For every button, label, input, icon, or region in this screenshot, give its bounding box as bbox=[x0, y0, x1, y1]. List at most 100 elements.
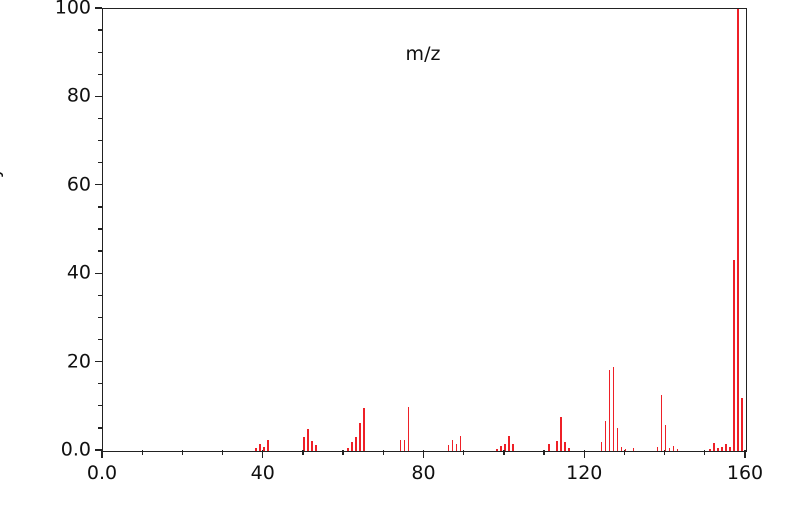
spectrum-peak bbox=[568, 447, 570, 451]
spectrum-peak bbox=[254, 448, 257, 451]
spectrum-peak bbox=[624, 448, 627, 451]
y-tick-minor bbox=[98, 51, 102, 53]
spectrum-peak bbox=[556, 440, 558, 451]
y-tick-minor bbox=[98, 294, 102, 296]
spectrum-peak bbox=[713, 442, 715, 451]
spectrum-peak bbox=[455, 444, 458, 451]
x-tick-major bbox=[744, 450, 746, 458]
y-tick-minor bbox=[98, 228, 102, 230]
y-tick-major bbox=[95, 95, 102, 98]
y-tick-minor bbox=[98, 427, 102, 429]
spectrum-peak bbox=[315, 445, 317, 451]
y-tick-minor bbox=[98, 405, 102, 407]
y-axis: 0.0 20 40 60 80 100 bbox=[0, 0, 102, 461]
y-tick-minor bbox=[98, 206, 102, 208]
y-tick-major bbox=[95, 272, 102, 274]
y-tick-label: 20 bbox=[66, 350, 91, 373]
spectrum-peak bbox=[500, 445, 502, 451]
spectrum-peak bbox=[359, 423, 361, 451]
spectrum-peak bbox=[307, 429, 309, 451]
y-axis-title: Rel. Intensity bbox=[0, 166, 4, 292]
spectrum-peak bbox=[612, 367, 615, 451]
x-tick-label: 0.0 bbox=[86, 462, 118, 484]
spectrum-peak bbox=[709, 448, 711, 451]
spectrum-peak bbox=[620, 446, 623, 451]
y-tick-major bbox=[95, 184, 102, 186]
x-tick-major bbox=[101, 450, 103, 458]
x-tick-label: 120 bbox=[566, 462, 603, 484]
spectrum-peak bbox=[560, 416, 562, 451]
spectrum-peaks bbox=[103, 9, 746, 451]
x-tick-minor bbox=[623, 450, 626, 455]
spectrum-peak bbox=[729, 446, 731, 451]
x-tick-major bbox=[422, 450, 425, 458]
spectrum-peak bbox=[548, 443, 550, 451]
y-tick-minor bbox=[98, 162, 102, 164]
spectrum-peak bbox=[258, 444, 261, 451]
x-tick-label: 80 bbox=[411, 462, 436, 484]
spectrum-peak bbox=[447, 445, 450, 451]
x-tick-minor bbox=[342, 450, 344, 455]
spectrum-peak bbox=[504, 444, 506, 451]
spectrum-peak bbox=[351, 442, 353, 451]
spectrum-peak bbox=[564, 442, 566, 451]
y-tick-major bbox=[95, 7, 102, 9]
x-axis: 0.0 40 80 120 160 bbox=[0, 450, 799, 516]
y-tick-label: 40 bbox=[66, 261, 91, 284]
spectrum-peak bbox=[737, 9, 739, 451]
x-tick-major bbox=[262, 450, 264, 458]
spectrum-peak bbox=[407, 406, 410, 451]
spectrum-peak bbox=[347, 447, 349, 451]
y-tick-minor bbox=[98, 29, 102, 31]
y-tick-label: 100 bbox=[54, 0, 91, 19]
x-tick-minor bbox=[302, 450, 304, 455]
x-tick-minor bbox=[463, 450, 465, 455]
spectrum-peak bbox=[403, 440, 406, 451]
x-tick-minor bbox=[181, 450, 184, 455]
y-tick-label: 0.0 bbox=[60, 438, 91, 461]
y-tick-major bbox=[95, 360, 102, 363]
plot-area bbox=[102, 8, 747, 452]
spectrum-peak bbox=[496, 448, 498, 451]
x-tick-major bbox=[583, 450, 585, 458]
y-tick-major bbox=[95, 449, 102, 451]
x-tick-minor bbox=[704, 450, 706, 455]
y-tick-minor bbox=[98, 117, 102, 120]
spectrum-peak bbox=[363, 407, 365, 451]
x-tick-minor bbox=[141, 450, 143, 455]
spectrum-peak bbox=[741, 397, 743, 451]
x-tick-minor bbox=[382, 450, 384, 455]
y-tick-minor bbox=[98, 338, 102, 341]
spectrum-peak bbox=[399, 439, 402, 451]
spectrum-peak bbox=[721, 446, 723, 451]
y-tick-minor bbox=[98, 250, 102, 252]
x-tick-minor bbox=[221, 450, 224, 455]
spectrum-peak bbox=[672, 445, 675, 451]
spectrum-peak bbox=[459, 435, 462, 451]
spectrum-peak bbox=[717, 448, 719, 451]
y-tick-label: 60 bbox=[66, 173, 91, 196]
y-tick-minor bbox=[98, 73, 102, 75]
y-tick-minor bbox=[98, 316, 102, 319]
spectrum-peak bbox=[616, 427, 619, 451]
spectrum-peak bbox=[512, 443, 514, 451]
spectrum-peak bbox=[451, 440, 454, 451]
spectrum-peak bbox=[355, 436, 357, 451]
spectrum-peak bbox=[664, 424, 667, 451]
spectrum-peak bbox=[604, 420, 607, 451]
y-tick-minor bbox=[98, 139, 102, 142]
spectrum-peak bbox=[632, 448, 635, 451]
y-tick-label: 80 bbox=[66, 84, 91, 107]
x-tick-minor bbox=[663, 450, 666, 455]
spectrum-peak bbox=[668, 448, 671, 451]
spectrum-peak bbox=[600, 442, 603, 451]
spectrum-peak bbox=[660, 394, 663, 451]
spectrum-peak bbox=[676, 448, 679, 451]
spectrum-peak bbox=[262, 447, 265, 451]
x-tick-minor bbox=[543, 450, 545, 455]
spectrum-peak bbox=[733, 260, 735, 451]
x-tick-label: 160 bbox=[726, 462, 764, 484]
spectrum-peak bbox=[508, 435, 510, 451]
spectrum-peak bbox=[608, 369, 611, 451]
